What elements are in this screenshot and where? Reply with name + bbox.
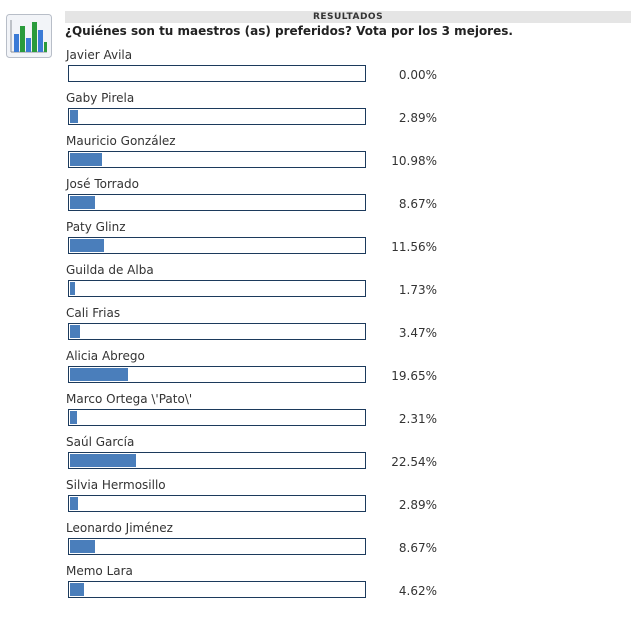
poll-option: Guilda de Alba 1.73%	[65, 262, 465, 305]
result-bar-fill	[70, 497, 78, 510]
poll-option: Marco Ortega \'Pato\' 2.31%	[65, 391, 465, 434]
poll-option: Memo Lara 4.62%	[65, 563, 465, 606]
poll-option: Javier Avila 0.00%	[65, 47, 465, 90]
option-name: Gaby Pirela	[66, 91, 135, 105]
option-name: Mauricio González	[66, 134, 176, 148]
poll-option: Leonardo Jiménez 8.67%	[65, 520, 465, 563]
option-name: Saúl García	[66, 435, 135, 449]
option-percent: 2.31%	[398, 412, 437, 426]
result-bar	[68, 280, 366, 297]
result-bar	[68, 495, 366, 512]
poll-option: José Torrado 8.67%	[65, 176, 465, 219]
result-bar-fill	[70, 239, 104, 252]
result-bar	[68, 237, 366, 254]
poll-option: Cali Frias 3.47%	[65, 305, 465, 348]
result-bar-fill	[70, 540, 95, 553]
result-bar	[68, 108, 366, 125]
option-percent: 0.00%	[398, 68, 437, 82]
result-bar-fill	[70, 282, 75, 295]
bar-chart-icon	[6, 14, 52, 58]
result-bar	[68, 366, 366, 383]
option-percent: 8.67%	[398, 541, 437, 555]
result-bar	[68, 151, 366, 168]
option-name: Paty Glinz	[66, 220, 126, 234]
result-bar	[68, 323, 366, 340]
poll-option: Saúl García 22.54%	[65, 434, 465, 477]
result-bar-fill	[70, 153, 102, 166]
option-percent: 10.98%	[391, 154, 437, 168]
option-name: Marco Ortega \'Pato\'	[66, 392, 193, 406]
option-percent: 4.62%	[398, 584, 437, 598]
poll-results-list: Javier Avila 0.00% Gaby Pirela 2.89% Mau…	[65, 47, 465, 606]
poll-option: Gaby Pirela 2.89%	[65, 90, 465, 133]
option-name: Guilda de Alba	[66, 263, 154, 277]
option-name: Memo Lara	[66, 564, 133, 578]
result-bar-fill	[70, 454, 136, 467]
option-percent: 1.73%	[398, 283, 437, 297]
option-percent: 19.65%	[391, 369, 437, 383]
result-bar	[68, 452, 366, 469]
result-bar	[68, 409, 366, 426]
result-bar-fill	[70, 196, 95, 209]
option-percent: 2.89%	[398, 111, 437, 125]
option-name: Alicia Abrego	[66, 349, 145, 363]
result-bar-fill	[70, 411, 77, 424]
option-name: Javier Avila	[66, 48, 133, 62]
result-bar	[68, 65, 366, 82]
option-name: Leonardo Jiménez	[66, 521, 173, 535]
result-bar	[68, 581, 366, 598]
result-bar	[68, 538, 366, 555]
result-bar-fill	[70, 325, 80, 338]
option-percent: 2.89%	[398, 498, 437, 512]
option-name: José Torrado	[66, 177, 139, 191]
poll-option: Mauricio González 10.98%	[65, 133, 465, 176]
option-percent: 3.47%	[398, 326, 437, 340]
poll-option: Alicia Abrego 19.65%	[65, 348, 465, 391]
option-name: Cali Frias	[66, 306, 121, 320]
option-name: Silvia Hermosillo	[66, 478, 166, 492]
poll-question: ¿Quiénes son tu maestros (as) preferidos…	[65, 24, 513, 38]
result-bar	[68, 194, 366, 211]
result-bar-fill	[70, 110, 78, 123]
option-percent: 8.67%	[398, 197, 437, 211]
poll-option: Paty Glinz 11.56%	[65, 219, 465, 262]
result-bar-fill	[70, 583, 84, 596]
option-percent: 22.54%	[391, 455, 437, 469]
poll-option: Silvia Hermosillo 2.89%	[65, 477, 465, 520]
option-percent: 11.56%	[391, 240, 437, 254]
results-header: RESULTADOS	[65, 11, 631, 23]
result-bar-fill	[70, 368, 128, 381]
